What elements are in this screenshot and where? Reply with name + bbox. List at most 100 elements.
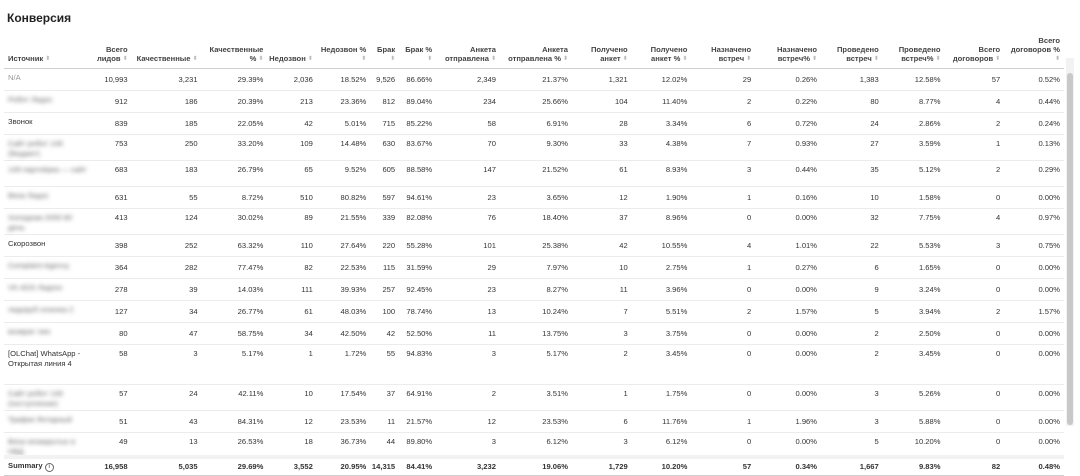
table-row[interactable]: Скорозвон 398 252 63.32% 110 27.64% 220 55.28% 1… — [4, 234, 1064, 257]
sort-icon[interactable]: ⬍ — [746, 55, 752, 62]
summary-value-cell: 3,232 — [436, 457, 500, 476]
value-cell: 5.88% — [882, 410, 945, 433]
sort-icon[interactable]: ⬍ — [192, 55, 198, 62]
value-cell: 21.57% — [399, 410, 437, 433]
value-cell: 0 — [944, 384, 1005, 411]
value-cell: 39.93% — [316, 278, 371, 301]
table-row[interactable]: Complaint Agency 364 282 77.47% 82 22.53% 115 3… — [4, 256, 1064, 279]
column-header[interactable]: Анкета отправлена % ⬍ — [499, 36, 572, 69]
sort-icon[interactable]: ⬍ — [258, 55, 264, 62]
value-cell: 252 — [131, 234, 202, 257]
summary-value-cell: 10.20% — [631, 457, 692, 476]
column-header[interactable]: Получено анкет ⬍ — [572, 36, 632, 69]
sort-icon[interactable]: ⬍ — [307, 55, 313, 62]
value-cell: 1.72% — [316, 344, 371, 385]
table-row[interactable]: лидоруб сезонка 2 127 34 26.77% 61 48.03% 100 7… — [4, 300, 1064, 323]
column-header-label: Проведено встреч — [836, 45, 879, 63]
value-cell: 0.00% — [755, 322, 822, 345]
table-row[interactable]: VK ADS Лидген 278 39 14.03% 111 39.93% 257 92.4… — [4, 278, 1064, 301]
value-cell: 10 — [572, 256, 632, 279]
value-cell: 597 — [370, 186, 400, 209]
table-row[interactable]: Веха незакрытых в НВД 49 13 26.53% 18 36.73% 4… — [4, 432, 1064, 459]
column-header[interactable]: Всего договоров %⬍ — [1004, 36, 1064, 69]
value-cell: 0.00% — [755, 384, 822, 411]
value-cell: 34 — [267, 322, 317, 345]
table-row[interactable]: Сайт робот 149 (бюджет) 753 250 33.20% 109 14… — [4, 134, 1064, 161]
value-cell: 715 — [370, 112, 400, 135]
value-cell: 42 — [267, 112, 317, 135]
sort-icon[interactable]: ⬍ — [1054, 55, 1060, 62]
value-cell: 683 — [92, 160, 132, 187]
value-cell: 510 — [267, 186, 317, 209]
sort-icon[interactable]: ⬍ — [622, 55, 628, 62]
table-row[interactable]: Звонок 839 185 22.05% 42 5.01% 715 85.22% 58 6.91… — [4, 112, 1064, 135]
column-header-label: Проведено встреч% — [898, 45, 941, 63]
column-header[interactable]: Анкета отправлена ⬍ — [436, 36, 500, 69]
value-cell: 52.50% — [399, 322, 437, 345]
summary-value-cell: 1,729 — [572, 457, 632, 476]
table-row[interactable]: Трафик Янтарный 51 43 84.31% 12 23.53% 11 21.57… — [4, 410, 1064, 433]
sort-icon[interactable]: ⬍ — [45, 55, 51, 62]
sort-icon[interactable]: ⬍ — [562, 55, 568, 62]
value-cell: 213 — [267, 90, 317, 113]
summary-value-cell: 14,315 — [370, 457, 400, 476]
value-cell: 186 — [131, 90, 202, 113]
column-header[interactable]: Брак %⬍ — [399, 36, 437, 69]
value-cell: 812 — [370, 90, 400, 113]
column-header[interactable]: Проведено встреч ⬍ — [821, 36, 883, 69]
value-cell: 3.34% — [631, 112, 692, 135]
table-row[interactable]: Холодная 2000 80 день 413 124 30.02% 89 21.55… — [4, 208, 1064, 235]
value-cell: 3 — [436, 344, 500, 385]
column-header[interactable]: Назначено встреч ⬍ — [691, 36, 756, 69]
column-header[interactable]: Получено анкет % ⬍ — [631, 36, 692, 69]
table-row[interactable]: N/A 10,993 3,231 29.39% 2,036 18.52% 9,526 86.6… — [4, 68, 1064, 91]
source-cell: Веха незакрытых в НВД — [4, 432, 93, 459]
table-row[interactable]: 149 партнёрка — сайт 683 183 26.79% 65 9.52% 6… — [4, 160, 1064, 187]
column-header[interactable]: Качественные % ⬍ — [201, 36, 268, 69]
sort-icon[interactable]: ⬍ — [427, 55, 433, 62]
sort-icon[interactable]: ⬍ — [361, 55, 367, 62]
value-cell: 3.96% — [631, 278, 692, 301]
sort-icon[interactable]: ⬍ — [935, 55, 941, 62]
table-row[interactable]: возврат лин 80 47 58.75% 34 42.50% 42 52.50% 11 1… — [4, 322, 1064, 345]
column-header[interactable]: Всего договоров ⬍ — [944, 36, 1005, 69]
vertical-scrollbar-thumb[interactable] — [1067, 73, 1073, 425]
column-header[interactable]: Недозвон ⬍ — [267, 36, 317, 69]
table-row[interactable]: Веха Лидос 631 55 8.72% 510 80.82% 597 94.61% 23… — [4, 186, 1064, 209]
conversion-table: Источник ⬍ Всего лидов ⬍ Качественные ⬍ Качест… — [4, 36, 1064, 476]
value-cell: 61 — [572, 160, 632, 187]
sort-icon[interactable]: ⬍ — [390, 55, 396, 62]
value-cell: 2 — [821, 322, 883, 345]
source-cell: 149 партнёрка — сайт — [4, 160, 93, 187]
value-cell: 183 — [131, 160, 202, 187]
column-header[interactable]: Проведено встреч% ⬍ — [882, 36, 945, 69]
value-cell: 5.17% — [499, 344, 572, 385]
sort-icon[interactable]: ⬍ — [812, 55, 818, 62]
table-row[interactable]: [OLChat] WhatsApp - Открытая линия 4 58 3 5… — [4, 344, 1064, 385]
sort-icon[interactable]: ⬍ — [873, 55, 879, 62]
value-cell: 2 — [944, 300, 1005, 323]
value-cell: 6.12% — [499, 432, 572, 459]
column-header[interactable]: Всего лидов ⬍ — [92, 36, 132, 69]
sort-icon[interactable]: ⬍ — [122, 55, 128, 62]
table-row[interactable]: Робот Лидос 912 186 20.39% 213 23.36% 812 89.04… — [4, 90, 1064, 113]
column-header[interactable]: Назначено встреч% ⬍ — [755, 36, 822, 69]
column-header[interactable]: Качественные ⬍ — [131, 36, 202, 69]
column-header[interactable]: Недозвон %⬍ — [316, 36, 371, 69]
value-cell: 0.72% — [755, 112, 822, 135]
horizontal-scrollbar[interactable] — [4, 455, 1064, 459]
info-icon[interactable]: i — [44, 463, 54, 472]
column-header[interactable]: Источник ⬍ — [4, 36, 93, 69]
value-cell: 1 — [691, 256, 756, 279]
value-cell: 80 — [92, 322, 132, 345]
sort-icon[interactable]: ⬍ — [995, 55, 1001, 62]
column-header-label: Назначено встреч — [711, 45, 752, 63]
column-header[interactable]: Брак⬍ — [370, 36, 400, 69]
table-row[interactable]: Сайт робот 149 (поступление) 57 24 42.11% 10… — [4, 384, 1064, 411]
column-header-label: Недозвон — [269, 54, 306, 63]
sort-icon[interactable]: ⬍ — [682, 55, 688, 62]
value-cell: 48.03% — [316, 300, 371, 323]
value-cell: 0 — [691, 344, 756, 385]
sort-icon[interactable]: ⬍ — [490, 55, 496, 62]
value-cell: 58.75% — [201, 322, 268, 345]
